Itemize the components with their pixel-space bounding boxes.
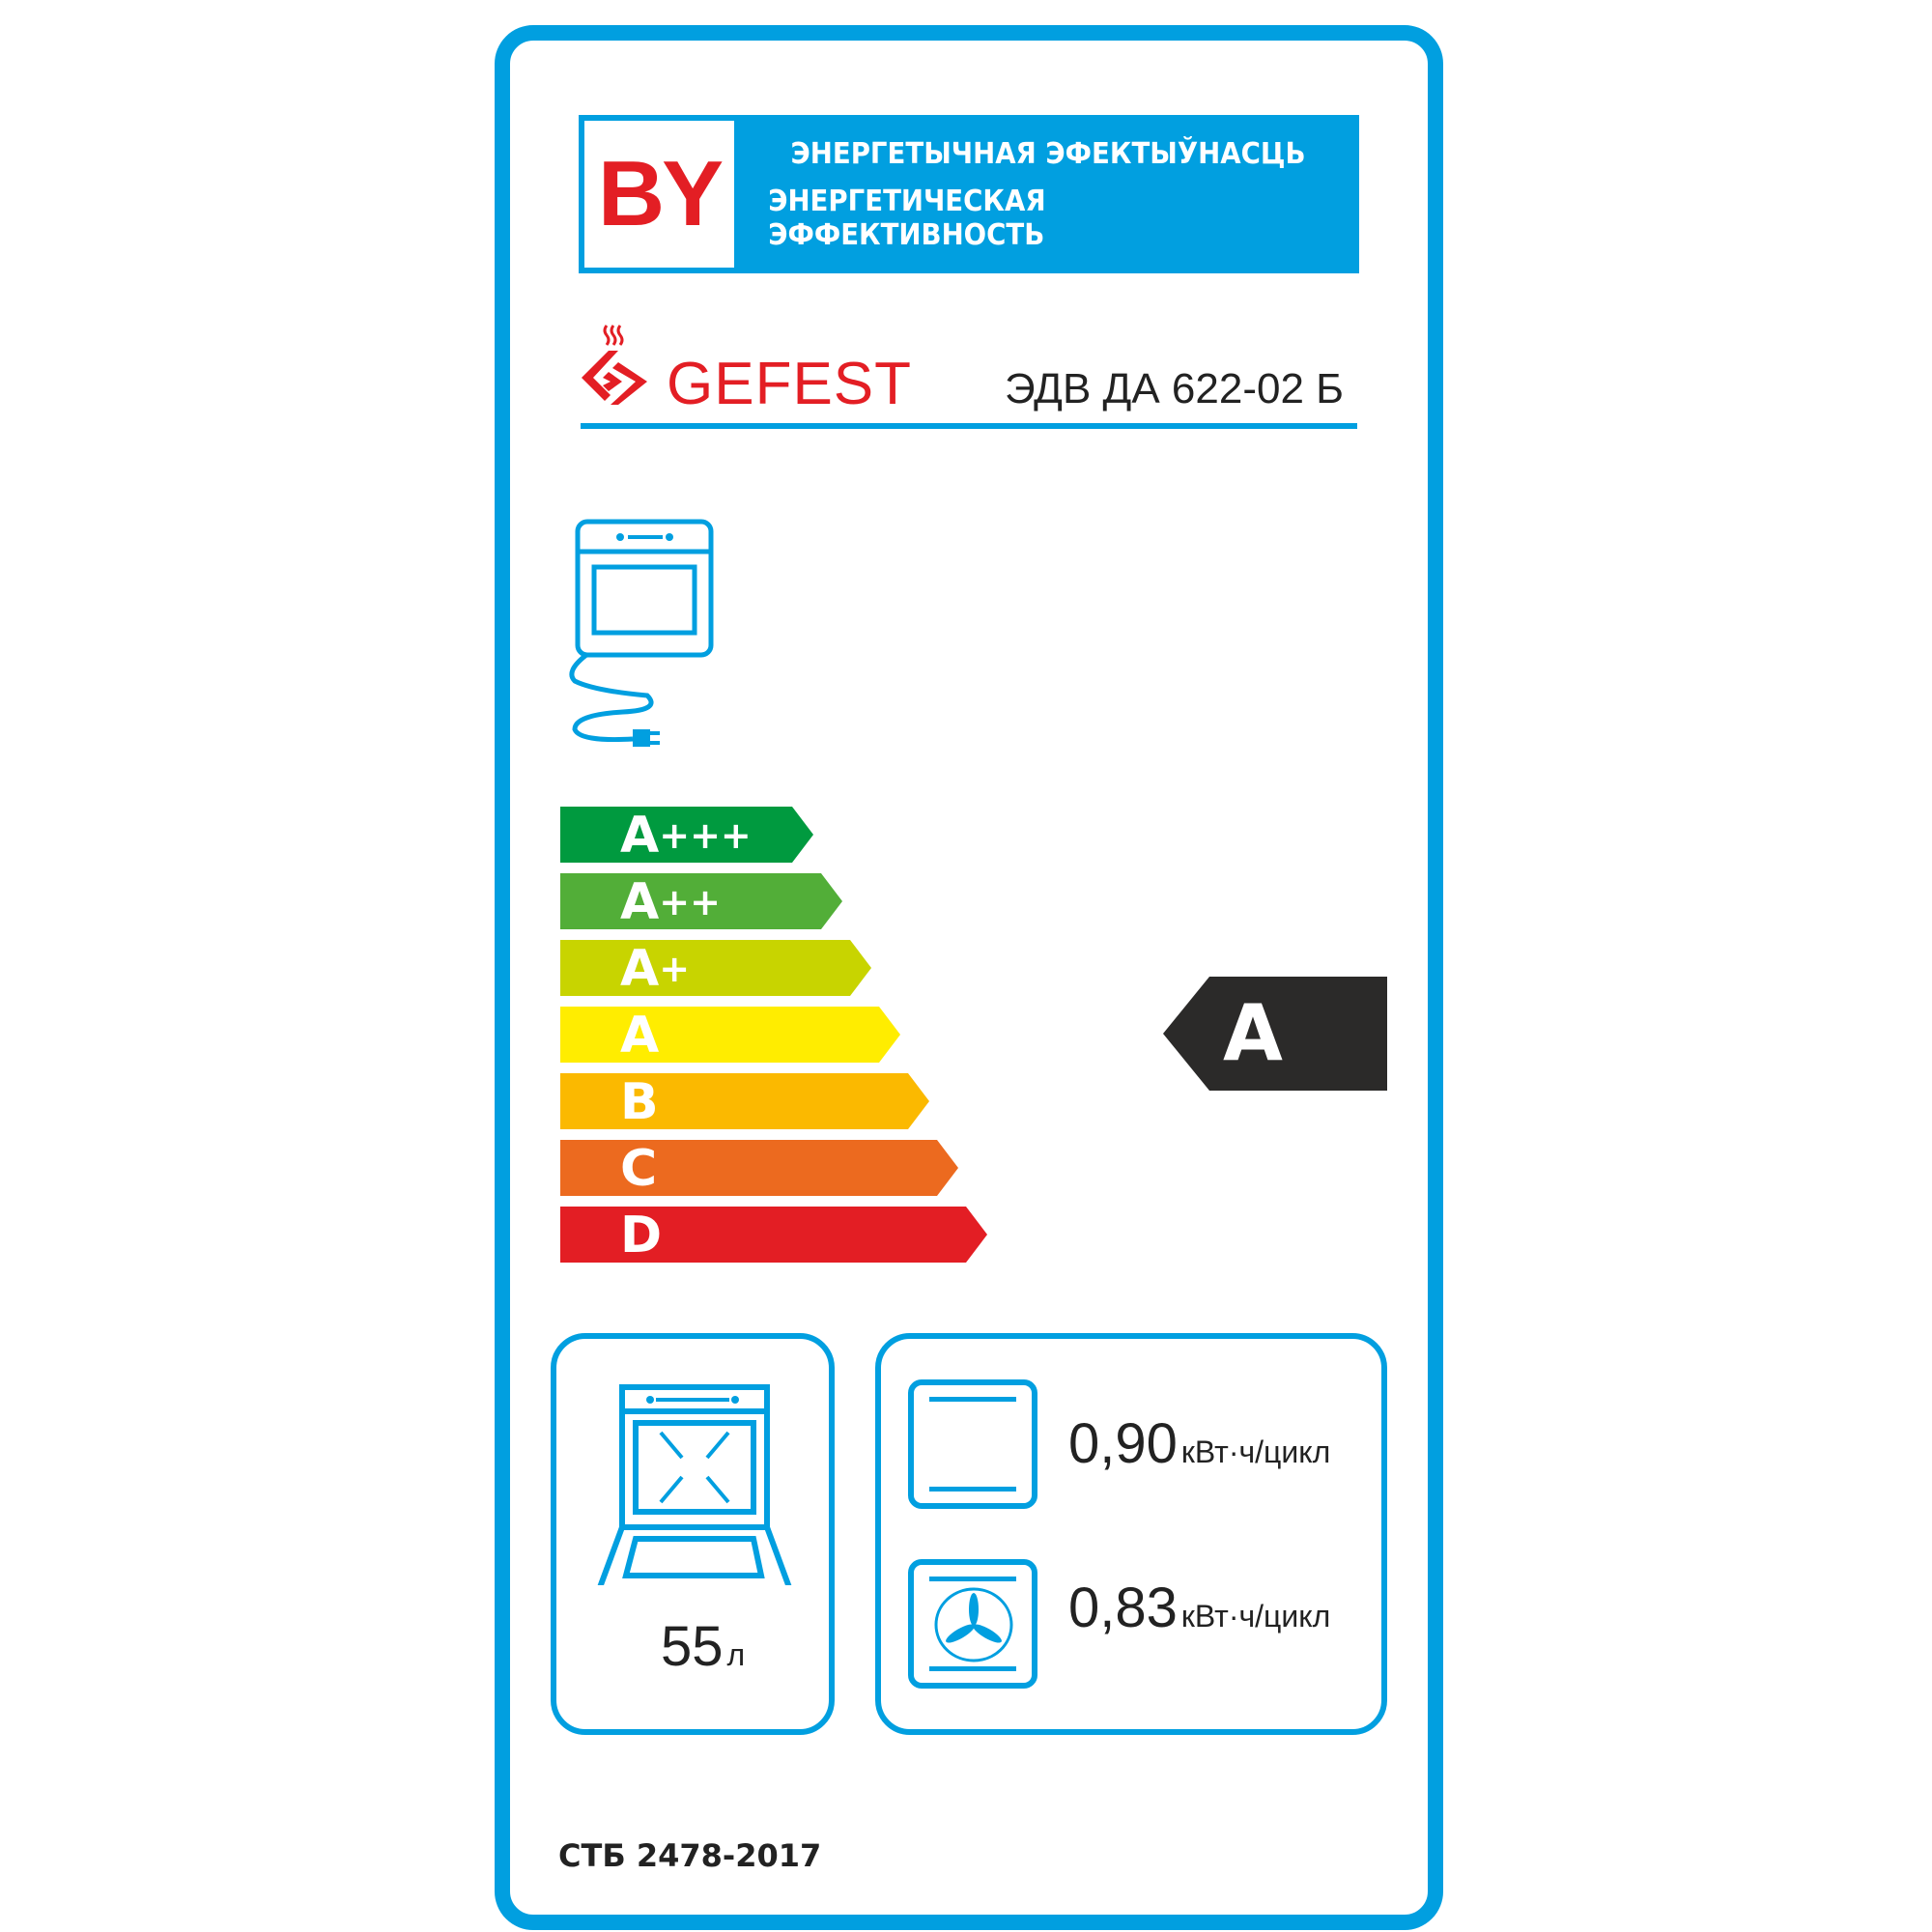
scale-bar-appp: A+++ <box>560 807 813 863</box>
scale-letter: A <box>620 873 660 931</box>
consumption-unit: кВт·ч/цикл <box>1180 1599 1331 1634</box>
conventional-mode-icon <box>908 1379 1037 1509</box>
volume-panel: 55 л <box>551 1333 835 1735</box>
fan-mode-icon <box>908 1559 1037 1689</box>
scale-plus: + <box>659 948 691 990</box>
brand-name: GEFEST <box>667 351 913 417</box>
electric-oven-icon <box>569 519 714 747</box>
scale-letter: B <box>620 1073 659 1131</box>
scale-bar-ap: A+ <box>560 940 871 996</box>
standard-reference: СТБ 2478-2017 <box>558 1837 822 1874</box>
consumption-conventional: 0,90 кВт·ч/цикл <box>1068 1411 1330 1476</box>
divider <box>581 423 1357 429</box>
scale-letter: C <box>620 1140 658 1198</box>
header-title: ЭНЕРГЕТЫЧНАЯ ЭФЕКТЫЎНАСЦЬ ЭНЕРГЕТИЧЕСКАЯ… <box>768 121 1328 268</box>
scale-bar-app: A++ <box>560 873 842 929</box>
scale-letter: D <box>620 1207 663 1264</box>
volume-value: 55 <box>661 1615 724 1678</box>
scale-letter: A <box>620 807 660 865</box>
label-frame <box>495 25 1443 1930</box>
fan-icon <box>934 1587 1013 1662</box>
model-number: ЭДВ ДА 622-02 Б <box>1005 365 1345 412</box>
scale-plus: ++ <box>659 881 721 923</box>
title-russian: ЭНЕРГЕТИЧЕСКАЯ ЭФФЕКТИВНОСТЬ <box>768 184 1046 252</box>
scale-bar-b: B <box>560 1073 929 1129</box>
rating-indicator: A <box>1163 977 1387 1091</box>
scale-bar-a: A <box>560 1007 900 1063</box>
scale-letter: A <box>620 1007 660 1065</box>
volume-readout: 55 л <box>661 1614 745 1679</box>
scale-bar-d: D <box>560 1207 987 1263</box>
consumption-fan: 0,83 кВт·ч/цикл <box>1068 1576 1330 1640</box>
scale-plus: +++ <box>659 814 752 857</box>
scale-bar-c: C <box>560 1140 958 1196</box>
consumption-value: 0,90 <box>1068 1412 1178 1475</box>
consumption-unit: кВт·ч/цикл <box>1180 1435 1331 1469</box>
consumption-value: 0,83 <box>1068 1577 1178 1639</box>
gefest-logo-icon <box>582 325 647 405</box>
consumption-panel: 0,90 кВт·ч/цикл 0,83 кВт·ч/цикл <box>875 1333 1387 1735</box>
title-belarusian: ЭНЕРГЕТЫЧНАЯ ЭФЕКТЫЎНАСЦЬ <box>790 136 1306 171</box>
scale-letter: A <box>620 940 660 998</box>
country-code: BY <box>584 121 734 268</box>
volume-unit: л <box>726 1637 746 1672</box>
oven-volume-icon <box>597 1384 792 1585</box>
